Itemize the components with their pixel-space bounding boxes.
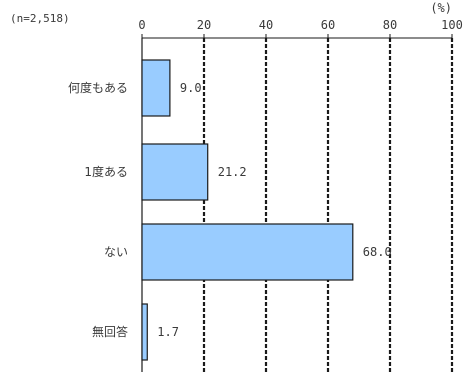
tick-label-20: 20 bbox=[197, 18, 211, 32]
unit-label: (%) bbox=[430, 1, 452, 15]
sample-size-label: (n=2,518) bbox=[10, 12, 70, 25]
value-label-1: 9.0 bbox=[180, 81, 202, 95]
category-label-4: 無回答 bbox=[92, 324, 128, 339]
bar-3 bbox=[141, 223, 354, 281]
value-label-4: 1.7 bbox=[157, 325, 179, 339]
tick-label-80: 80 bbox=[383, 18, 397, 32]
value-label-2: 21.2 bbox=[218, 165, 247, 179]
tick-labels: 0 20 40 60 80 100 bbox=[138, 18, 462, 32]
bar-4 bbox=[141, 303, 148, 361]
bar-1 bbox=[141, 59, 171, 117]
tick-label-40: 40 bbox=[259, 18, 273, 32]
bar-2 bbox=[141, 143, 209, 201]
tick-label-100: 100 bbox=[441, 18, 463, 32]
tick-label-0: 0 bbox=[138, 18, 145, 32]
value-labels: 9.0 21.2 68.0 1.7 bbox=[157, 81, 391, 339]
grid-lines bbox=[202, 38, 454, 372]
bars bbox=[141, 59, 354, 361]
category-label-1: 何度もある bbox=[68, 80, 128, 95]
tick-label-60: 60 bbox=[321, 18, 335, 32]
value-label-3: 68.0 bbox=[363, 245, 392, 259]
category-label-2: 1度ある bbox=[84, 164, 128, 179]
category-label-3: ない bbox=[104, 245, 128, 259]
